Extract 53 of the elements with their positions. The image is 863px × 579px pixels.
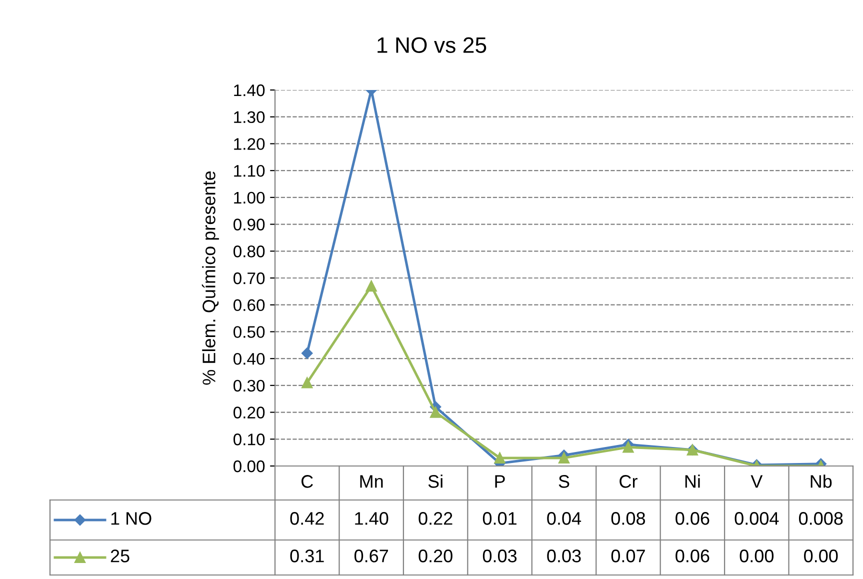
data-label: 0.03: [547, 550, 581, 562]
point: [366, 280, 377, 292]
x-tick-label: S: [558, 475, 570, 488]
y-axis-title: % Elem. Químico presente: [202, 171, 219, 385]
data-label: 0.00: [740, 550, 774, 562]
x-tick-label: Mn: [360, 475, 383, 488]
x-tick-label: Cr: [620, 475, 638, 488]
x-tick-label: V: [750, 475, 763, 488]
data-label: 0.004: [734, 512, 779, 525]
data-label: 0.20: [418, 550, 452, 562]
point: [494, 452, 506, 464]
data-label: 0.06: [676, 550, 710, 562]
point: [430, 406, 442, 418]
data-label: 0.06: [676, 512, 710, 525]
x-tick-label: Nb: [810, 474, 832, 488]
y-tick-label: 1.30: [234, 111, 265, 124]
y-tick-label: 0.20: [233, 406, 265, 418]
y-tick-label: 0.40: [233, 352, 265, 365]
data-label: 0.22: [418, 512, 452, 525]
y-tick-label: 0.30: [233, 380, 265, 392]
point: [622, 442, 634, 453]
legend-label: 25: [110, 550, 130, 562]
chart-title: 1 NO vs 25: [378, 37, 486, 53]
y-tick-label: 0.90: [233, 218, 265, 230]
x-tick-label: P: [495, 475, 505, 488]
data-label: 0.67: [354, 550, 388, 562]
y-tick-label: 1.20: [234, 138, 265, 150]
y-tick-label: 1.40: [234, 84, 265, 96]
data-label: 1.40: [355, 512, 388, 525]
data-label: 0.42: [290, 512, 324, 525]
y-tick-label: 1.10: [234, 164, 265, 177]
x-tick-label: Ni: [685, 474, 700, 488]
point: [302, 377, 313, 388]
y-tick-label: 0.60: [233, 299, 265, 312]
y-tick-label: 0.80: [233, 246, 265, 258]
data-label: 0.07: [611, 550, 645, 562]
data-label: 0.04: [547, 512, 582, 525]
legend-label: 1 NO: [111, 512, 152, 525]
data-label: 0.00: [804, 550, 838, 562]
y-tick-label: 0.50: [233, 326, 265, 338]
data-label: 0.01: [482, 512, 516, 525]
data-label: 0.31: [290, 550, 324, 562]
data-label: 0.08: [611, 512, 646, 525]
y-tick-label: 0.70: [233, 272, 265, 284]
y-tick-label: 0.10: [233, 434, 265, 446]
data-label: 0.03: [482, 550, 517, 562]
point: [302, 348, 313, 359]
y-tick-label: 0.00: [233, 460, 265, 472]
y-tick-label: 1.00: [234, 192, 265, 204]
data-label: 0.008: [799, 512, 843, 525]
x-tick-label: Si: [428, 474, 442, 488]
point: [558, 452, 570, 464]
x-tick-label: C: [302, 475, 313, 488]
